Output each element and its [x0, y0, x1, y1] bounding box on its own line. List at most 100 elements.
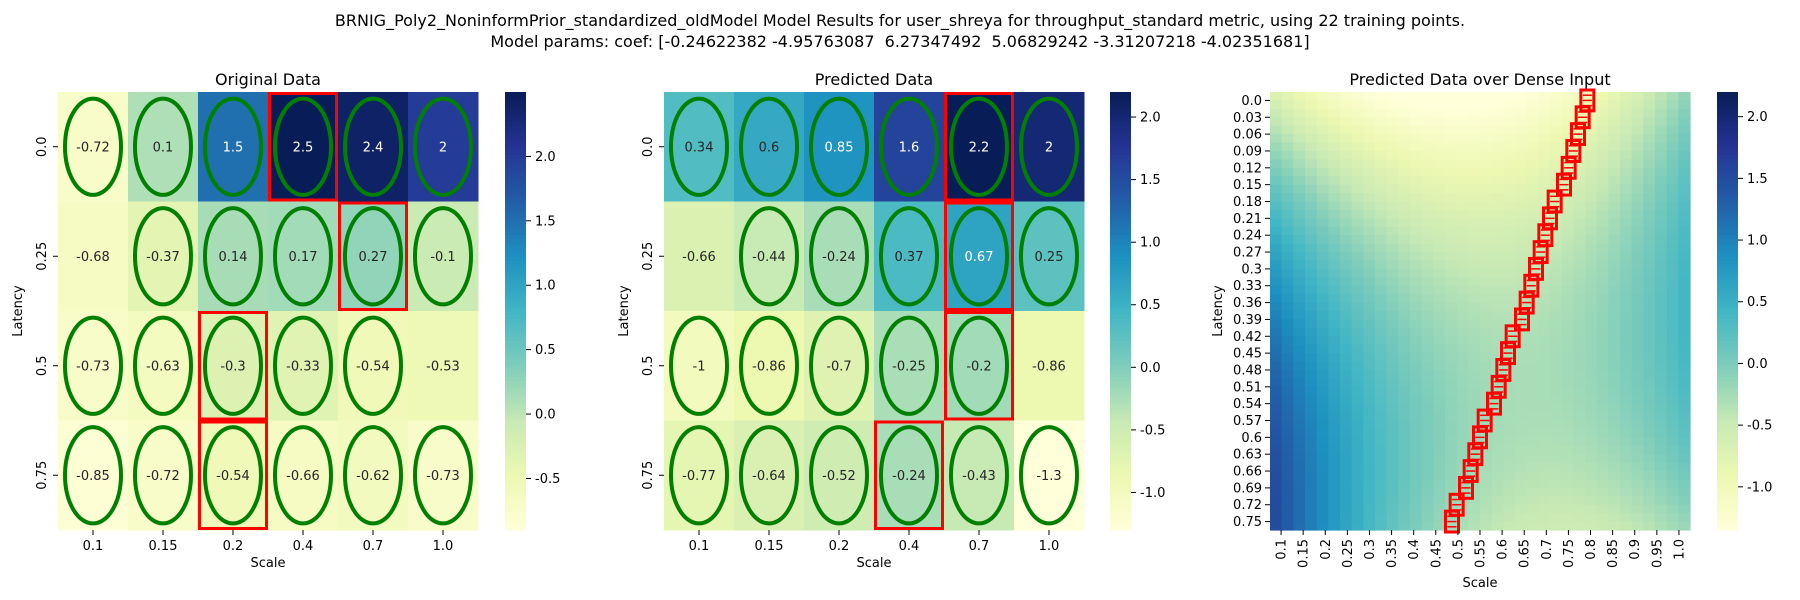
dense-cell [1491, 504, 1504, 514]
dense-cell [1398, 504, 1411, 514]
dense-cell [1666, 496, 1679, 506]
dense-cell [1655, 184, 1668, 194]
dense-cell [1538, 487, 1551, 497]
dense-cell [1375, 479, 1388, 489]
colorbar-segment [1717, 471, 1738, 476]
dense-cell [1503, 100, 1516, 110]
heatmap-cell [198, 311, 269, 421]
dense-cell [1526, 218, 1539, 228]
dense-cell [1515, 142, 1528, 152]
dense-cell [1526, 209, 1539, 219]
dense-cell [1270, 209, 1283, 219]
dense-cell [1620, 235, 1633, 245]
dense-cell [1480, 386, 1493, 396]
colorbar-segment [505, 380, 526, 385]
dense-cell [1433, 462, 1446, 472]
dense-cell [1585, 176, 1598, 186]
dense-cell [1468, 420, 1481, 430]
colorbar-segment [1717, 248, 1738, 254]
x-tick-label: 0.65 [1518, 539, 1533, 568]
dense-cell [1491, 437, 1504, 447]
dense-cell [1643, 353, 1656, 363]
colorbar-segment [1110, 128, 1131, 133]
dense-cell [1608, 209, 1621, 219]
dense-cell [1538, 496, 1551, 506]
dense-cell [1340, 428, 1353, 438]
dense-cell [1363, 134, 1376, 144]
figure-title-line2: Model params: coef: [-0.24622382 -4.9576… [490, 32, 1309, 51]
dense-cell [1281, 395, 1294, 405]
dense-cell [1316, 336, 1329, 346]
dense-cell [1655, 100, 1668, 110]
dense-cell [1351, 513, 1364, 523]
dense-cell [1340, 176, 1353, 186]
dense-cell [1281, 496, 1294, 506]
dense-cell [1433, 193, 1446, 203]
dense-cell [1386, 285, 1399, 295]
colorbar-segment [1110, 438, 1131, 443]
colorbar-segment [1110, 110, 1131, 115]
dense-cell [1351, 193, 1364, 203]
dense-cell [1305, 369, 1318, 379]
dense-cell [1270, 386, 1283, 396]
dense-cell [1386, 294, 1399, 304]
dense-cell [1410, 353, 1423, 363]
colorbar-segment [1110, 384, 1131, 389]
colorbar-segment [1110, 263, 1131, 268]
dense-cell [1655, 462, 1668, 472]
dense-cell [1526, 100, 1539, 110]
dense-cell [1410, 92, 1423, 102]
dense-cell [1631, 176, 1644, 186]
dense-cell [1631, 412, 1644, 422]
dense-cell [1386, 159, 1399, 169]
dense-cell [1316, 294, 1329, 304]
dense-cell [1433, 277, 1446, 287]
colorbar-segment [1110, 248, 1131, 254]
dense-cell [1596, 150, 1609, 160]
dense-cell [1538, 268, 1551, 278]
dense-cell [1678, 395, 1691, 405]
y-tick-label: 0.66 [1233, 465, 1262, 480]
dense-cell [1655, 108, 1668, 118]
dense-cell [1515, 521, 1528, 531]
dense-cell [1410, 125, 1423, 135]
dense-cell [1503, 403, 1516, 413]
dense-cell [1386, 125, 1399, 135]
optimum-highlight-box [1472, 425, 1488, 450]
dense-cell [1445, 353, 1458, 363]
dense-cell [1363, 100, 1376, 110]
x-tick-label: 0.15 [755, 539, 784, 554]
colorbar-segment [1717, 500, 1738, 506]
dense-cell [1608, 386, 1621, 396]
heatmap-2: 0.1 0.15 0.2 0.25 0.3 0.35 0.4 0.45 0.5 0.55 0.6 0.… [1233, 88, 1691, 568]
dense-cell [1293, 302, 1306, 312]
dense-cell [1398, 176, 1411, 186]
dense-cell [1351, 353, 1364, 363]
dense-cell [1503, 209, 1516, 219]
y-tick-label: 0.15 [1233, 178, 1262, 193]
dense-cell [1293, 92, 1306, 102]
dense-cell [1445, 226, 1458, 236]
dense-cell [1328, 252, 1341, 262]
dense-cell [1503, 108, 1516, 118]
dense-cell [1678, 336, 1691, 346]
dense-cell [1666, 369, 1679, 379]
dense-cell [1410, 311, 1423, 321]
dense-cell [1468, 150, 1481, 160]
dense-cell [1328, 395, 1341, 405]
dense-cell [1375, 454, 1388, 464]
dense-cell [1316, 344, 1329, 354]
dense-cell [1328, 311, 1341, 321]
dense-cell [1585, 344, 1598, 354]
dense-cell [1573, 268, 1586, 278]
dense-cell [1456, 513, 1469, 523]
dense-cell [1328, 504, 1341, 514]
colorbar-segment [505, 238, 526, 243]
dense-cell [1585, 159, 1598, 169]
dense-cell [1561, 471, 1574, 481]
dense-cell [1421, 361, 1434, 371]
dense-cell [1620, 420, 1633, 430]
dense-cell [1421, 353, 1434, 363]
dense-cell [1363, 513, 1376, 523]
dense-cell [1375, 437, 1388, 447]
